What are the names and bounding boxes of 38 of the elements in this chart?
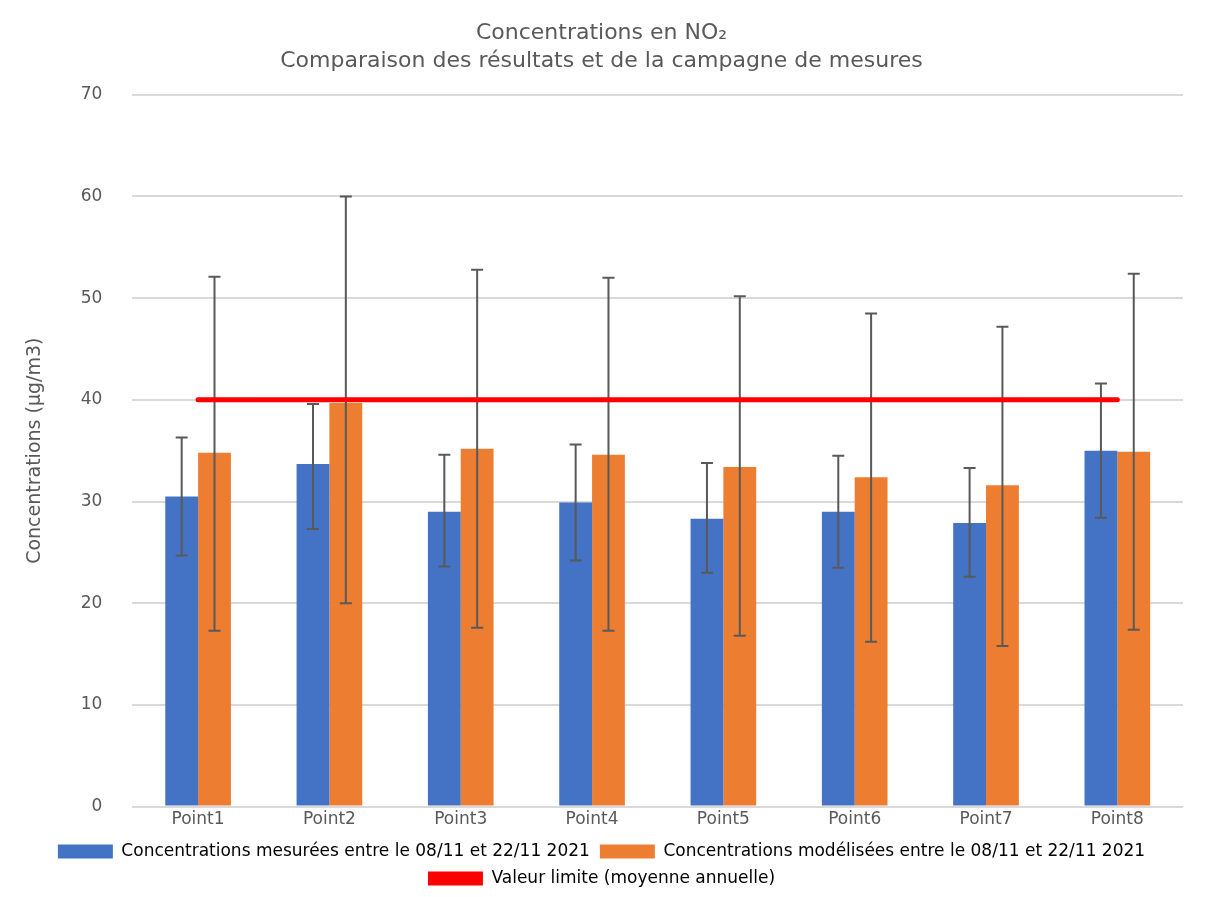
bar: [953, 522, 987, 806]
bar: [723, 466, 757, 806]
y-tick-label: 30: [80, 489, 103, 510]
bar: [329, 402, 363, 806]
y-tick-label: 20: [80, 591, 103, 612]
y-tick-label: 60: [80, 184, 103, 205]
y-tick-label: 0: [91, 795, 103, 816]
legend-label: Valeur limite (moyenne annuelle): [491, 866, 776, 887]
bar: [165, 496, 199, 806]
y-tick-label: 70: [80, 83, 103, 104]
bar: [1117, 451, 1151, 806]
x-tick-label: Point8: [1090, 808, 1144, 829]
bar: [1084, 450, 1118, 806]
y-tick-label: 10: [80, 693, 103, 714]
x-tick-label: Point5: [696, 808, 750, 829]
bar: [559, 502, 593, 806]
x-tick-label: Point1: [171, 808, 225, 829]
y-tick-label: 40: [80, 388, 103, 409]
bar: [986, 485, 1019, 806]
bar: [690, 518, 724, 806]
x-tick-label: Point7: [959, 808, 1013, 829]
x-tick-label: Point6: [828, 808, 882, 829]
bar: [821, 511, 855, 806]
chart-subtitle: Comparaison des résultats et de la campagne de mesures: [280, 47, 923, 73]
y-axis-title: Concentrations (µg/m3): [22, 337, 45, 564]
y-tick-label: 50: [80, 286, 103, 307]
x-tick-label: Point4: [565, 808, 619, 829]
bar: [592, 454, 625, 806]
bar: [854, 477, 888, 806]
legend-label: Concentrations modélisées entre le 08/11 et 22/11 2021: [663, 839, 1146, 860]
bar: [198, 452, 231, 806]
bar: [460, 448, 494, 806]
legend-label: Concentrations mesurées entre le 08/11 et 22/11 2021: [121, 839, 590, 860]
x-tick-label: Point2: [302, 808, 356, 829]
x-tick-label: Point3: [434, 808, 488, 829]
bar: [427, 511, 461, 806]
chart-title: Concentrations en NO₂: [475, 18, 728, 44]
bar: [296, 463, 330, 806]
